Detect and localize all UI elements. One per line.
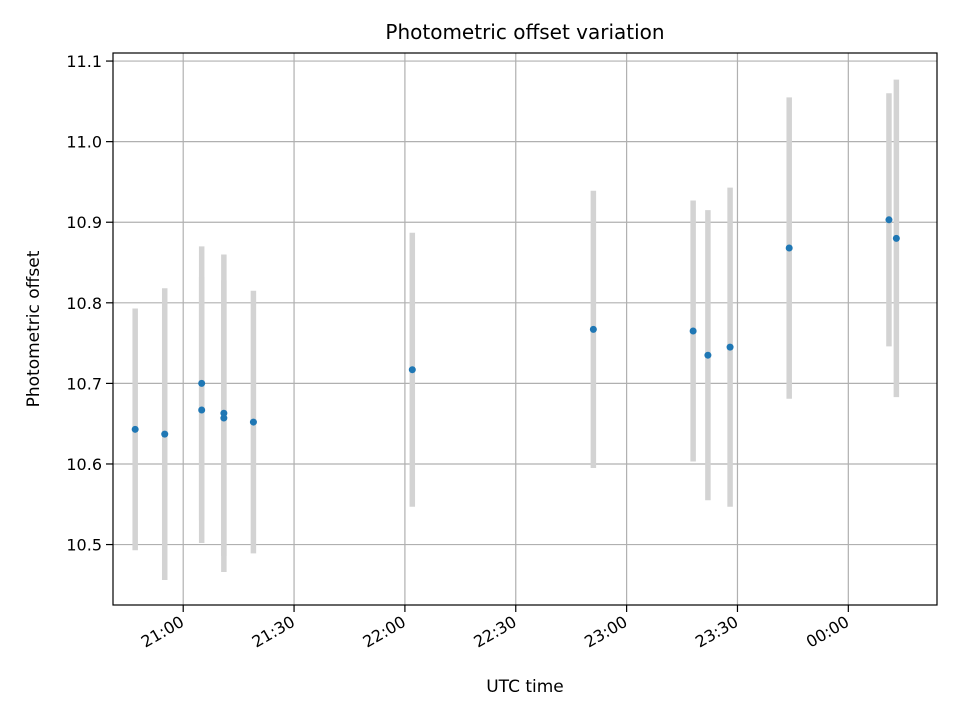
data-point [131, 425, 139, 433]
axes-frame [112, 52, 938, 606]
y-tick-label: 10.6 [66, 455, 102, 474]
grid [113, 53, 937, 605]
data-point [161, 430, 169, 438]
x-tick-label: 22:30 [470, 612, 519, 652]
y-tick-label: 10.8 [66, 294, 102, 313]
data-point [892, 234, 900, 242]
y-axis-label: Photometric offset [24, 250, 44, 407]
data-point [589, 325, 597, 333]
data-point [704, 351, 712, 359]
x-tick-label: 23:30 [692, 612, 741, 652]
data-point [198, 379, 206, 387]
data-point [689, 327, 697, 335]
data-point [408, 366, 416, 374]
data-point [220, 409, 228, 417]
data-points [131, 216, 900, 438]
y-axis-ticks: 10.5 10.6 10.7 10.8 10.9 11.0 11.1 [66, 52, 113, 555]
data-point [249, 418, 257, 426]
y-tick-label: 10.7 [66, 374, 102, 393]
data-point [785, 244, 793, 252]
chart-title: Photometric offset variation [385, 20, 664, 44]
x-axis-ticks: 21:00 21:30 22:00 22:30 23:00 23:30 00:00 [138, 605, 852, 652]
x-tick-label: 21:00 [138, 612, 187, 652]
y-tick-label: 11.0 [66, 133, 102, 152]
data-point [885, 216, 893, 224]
x-tick-label: 23:00 [581, 612, 630, 652]
x-tick-label: 00:00 [803, 612, 852, 652]
x-axis-label: UTC time [486, 677, 564, 697]
y-tick-label: 11.1 [66, 52, 102, 71]
data-point [220, 414, 228, 422]
data-point [198, 406, 206, 414]
x-tick-label: 22:00 [359, 612, 408, 652]
x-tick-label: 21:30 [249, 612, 298, 652]
y-tick-label: 10.9 [66, 213, 102, 232]
data-point [726, 343, 734, 351]
y-tick-label: 10.5 [66, 536, 102, 555]
